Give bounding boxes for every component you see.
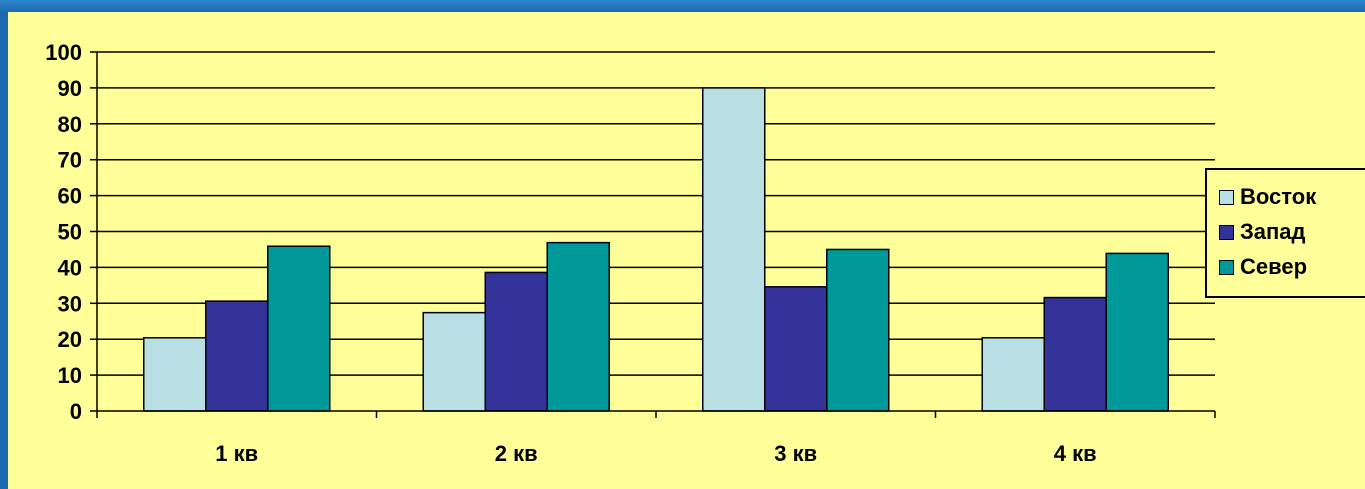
bar: [484, 271, 548, 412]
y-tick-label: 90: [58, 76, 82, 101]
y-tick-label: 60: [58, 184, 82, 209]
bar: [267, 245, 331, 412]
bar: [702, 87, 766, 412]
bar: [981, 337, 1045, 412]
legend-label-north: Север: [1240, 254, 1308, 279]
y-tick-label: 30: [58, 291, 82, 316]
bar: [546, 241, 610, 412]
bar: [205, 300, 269, 412]
legend-label-east: Восток: [1240, 184, 1317, 209]
bar: [1105, 252, 1169, 412]
y-tick-label: 10: [58, 363, 82, 388]
y-tick-label: 80: [58, 112, 82, 137]
y-tick-label: 0: [70, 399, 82, 424]
y-tick-label: 50: [58, 220, 82, 245]
legend-item-west: Запад: [1219, 217, 1306, 247]
legend-item-east: Восток: [1219, 182, 1316, 212]
bar: [826, 248, 890, 412]
y-tick-label: 20: [58, 327, 82, 352]
x-category-label: 3 кв: [774, 441, 817, 466]
x-category-label: 2 кв: [495, 441, 538, 466]
bar: [143, 337, 207, 412]
legend-swatch-west: [1219, 224, 1234, 240]
bar: [422, 311, 486, 412]
legend-label-west: Запад: [1240, 219, 1306, 244]
y-tick-label: 40: [58, 255, 82, 280]
bar: [764, 286, 828, 412]
bar: [1043, 296, 1107, 412]
x-category-label: 4 кв: [1054, 441, 1097, 466]
legend-swatch-north: [1219, 259, 1234, 275]
y-tick-label: 70: [58, 148, 82, 173]
legend-swatch-east: [1219, 189, 1234, 205]
chart-legend: Восток Запад Север: [1205, 168, 1365, 298]
x-category-label: 1 кв: [215, 441, 258, 466]
y-tick-label: 100: [45, 40, 82, 65]
legend-item-north: Север: [1219, 252, 1307, 282]
